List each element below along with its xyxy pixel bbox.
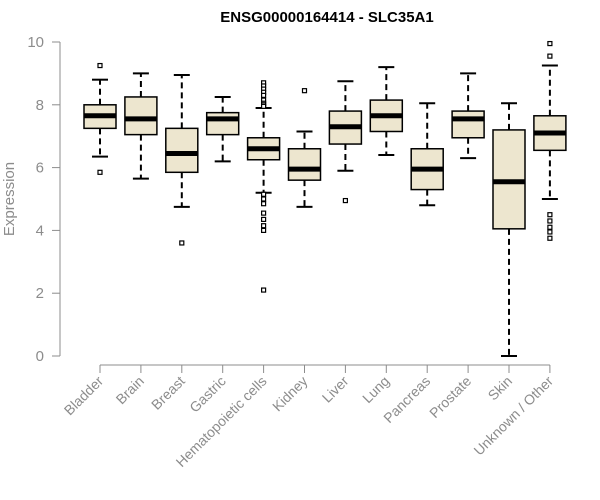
box-skin (492, 102, 526, 357)
iqr-box (451, 110, 485, 139)
x-tick-label: Lung (359, 373, 392, 406)
outlier-point (261, 223, 267, 229)
outlier-point (547, 212, 553, 218)
outlier-point (97, 62, 103, 69)
y-tick-label: 0 (36, 348, 44, 365)
x-tick-label: Breast (148, 373, 188, 413)
x-tick-label: Bladder (61, 373, 107, 419)
y-tick-label: 2 (36, 285, 44, 302)
iqr-box (165, 127, 199, 174)
x-tick-label: Kidney (269, 373, 311, 415)
outlier-point (547, 224, 553, 230)
outlier-point (261, 103, 267, 109)
box-lung (369, 66, 404, 157)
y-tick-label: 10 (27, 34, 44, 51)
outlier-point (261, 216, 267, 223)
y-tick-label: 4 (36, 222, 44, 239)
box-unknown-other (533, 40, 567, 241)
x-tick-label: Brain (113, 373, 147, 407)
outlier-point (547, 40, 553, 47)
box-hematopoietic-cells (246, 80, 281, 293)
y-tick-label: 6 (36, 160, 44, 177)
box-bladder (83, 62, 117, 175)
x-tick-label: Skin (485, 373, 516, 404)
box-liver (328, 80, 363, 204)
box-brain (124, 72, 158, 180)
box-kidney (287, 88, 322, 208)
chart-title: ENSG00000164414 - SLC35A1 (220, 9, 433, 26)
box-prostate (451, 72, 485, 160)
box-pancreas (410, 102, 444, 207)
outlier-point (261, 201, 267, 207)
outlier-point (547, 218, 553, 224)
box-series (83, 40, 567, 357)
outlier-point (179, 240, 185, 246)
y-tick-label: 8 (36, 97, 44, 114)
outlier-point (261, 210, 267, 216)
outlier-point (261, 287, 267, 293)
outlier-point (342, 197, 348, 204)
y-axis: 0 2 4 6 8 10 (27, 34, 61, 365)
outlier-point (261, 191, 267, 197)
outlier-point (261, 227, 267, 233)
iqr-box (287, 148, 322, 181)
box-gastric (205, 95, 240, 163)
outlier-point (547, 229, 553, 235)
outlier-point (301, 88, 308, 94)
iqr-box (124, 96, 158, 136)
box-breast (165, 73, 199, 246)
x-tick-label: Liver (319, 373, 352, 406)
outlier-point (547, 53, 553, 59)
iqr-box (205, 111, 240, 136)
outlier-point (261, 196, 267, 202)
outlier-point (97, 169, 103, 175)
y-axis-label: Expression (1, 162, 18, 236)
outlier-point (547, 235, 553, 241)
outlier-point (261, 92, 267, 98)
x-tick-label: Prostate (426, 373, 474, 421)
